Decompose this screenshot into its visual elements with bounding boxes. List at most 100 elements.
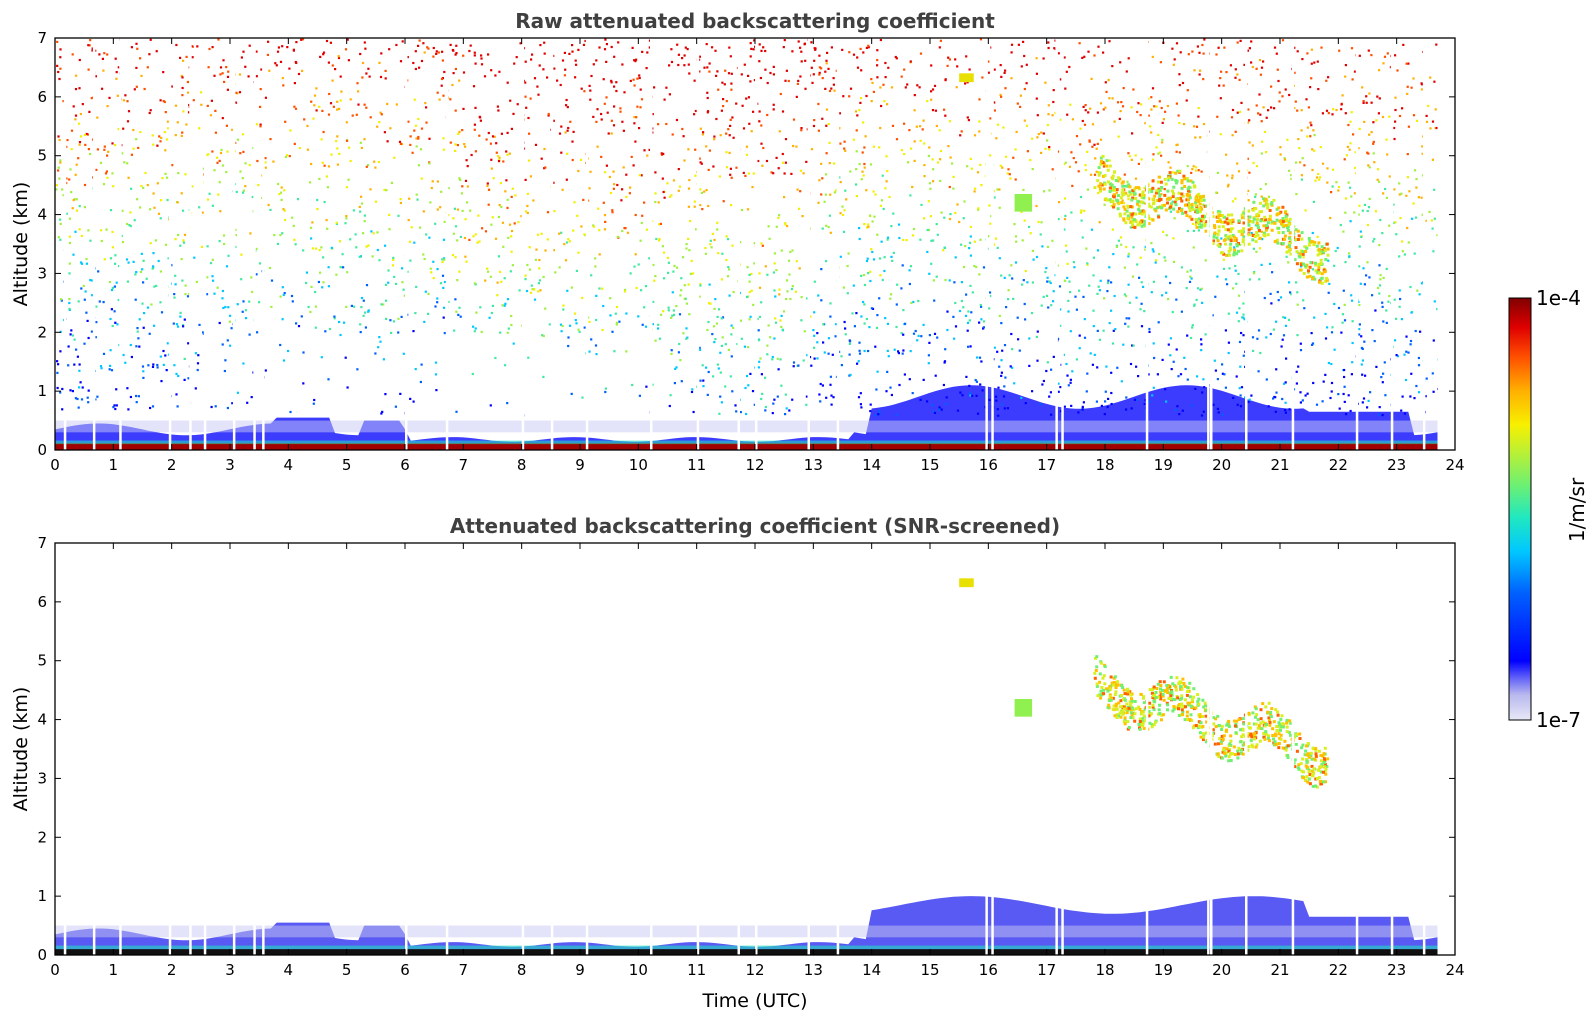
noise-pixel: [1169, 210, 1172, 213]
noise-pixel: [706, 66, 709, 69]
noise-pixel: [332, 105, 335, 108]
noise-pixel: [537, 282, 540, 285]
noise-pixel: [639, 106, 642, 109]
noise-pixel: [362, 232, 365, 235]
noise-pixel: [857, 360, 860, 363]
noise-pixel: [159, 301, 162, 304]
noise-pixel: [857, 396, 861, 399]
noise-pixel: [1376, 286, 1380, 290]
noise-pixel: [646, 51, 649, 54]
noise-pixel: [186, 295, 190, 298]
cloud-pixel: [1279, 219, 1283, 223]
noise-pixel: [677, 63, 680, 67]
cloud-pixel: [1265, 199, 1269, 203]
noise-pixel: [1171, 47, 1174, 50]
noise-pixel: [415, 193, 418, 196]
noise-pixel: [1010, 51, 1013, 54]
noise-pixel: [1248, 398, 1251, 401]
noise-pixel: [1120, 243, 1123, 246]
noise-pixel: [369, 116, 372, 119]
noise-pixel: [1250, 61, 1253, 64]
noise-pixel: [221, 164, 225, 167]
noise-pixel: [78, 228, 81, 231]
noise-pixel: [725, 166, 729, 169]
noise-pixel: [942, 383, 945, 387]
cloud-pixel: [1288, 245, 1291, 248]
noise-pixel: [999, 64, 1002, 67]
noise-pixel: [1248, 278, 1251, 281]
noise-pixel: [338, 152, 341, 155]
noise-pixel: [953, 337, 956, 340]
noise-pixel: [1169, 166, 1172, 169]
noise-pixel: [423, 257, 426, 261]
cloud-pixel: [1147, 217, 1151, 220]
noise-pixel: [1158, 253, 1161, 256]
noise-pixel: [870, 307, 873, 310]
noise-pixel: [879, 126, 882, 130]
cloud-pixel: [1220, 251, 1224, 255]
noise-pixel: [200, 245, 203, 248]
noise-pixel: [1251, 336, 1255, 339]
noise-pixel: [829, 193, 832, 196]
noise-pixel: [750, 130, 753, 133]
noise-pixel: [968, 247, 971, 250]
noise-pixel: [795, 145, 798, 148]
noise-pixel: [59, 222, 62, 225]
noise-pixel: [70, 191, 73, 194]
noise-pixel: [699, 284, 702, 287]
noise-pixel: [1087, 111, 1090, 114]
noise-pixel: [1315, 176, 1319, 179]
noise-pixel: [139, 131, 142, 134]
noise-pixel: [1083, 55, 1086, 58]
cloud-pixel: [1185, 177, 1189, 180]
noise-pixel: [1147, 97, 1150, 100]
noise-pixel: [1284, 409, 1287, 412]
noise-pixel: [1358, 303, 1361, 307]
noise-pixel: [574, 76, 577, 79]
noise-pixel: [817, 102, 820, 106]
noise-pixel: [1377, 112, 1380, 115]
noise-pixel: [463, 143, 466, 146]
noise-pixel: [266, 53, 269, 56]
cloud-pixel: [1171, 709, 1175, 713]
noise-pixel: [1250, 232, 1253, 235]
noise-pixel: [1343, 385, 1346, 388]
noise-pixel: [114, 321, 117, 324]
noise-pixel: [1115, 191, 1118, 194]
noise-pixel: [187, 111, 191, 114]
noise-pixel: [1361, 86, 1364, 89]
noise-pixel: [221, 297, 224, 300]
noise-pixel: [567, 336, 570, 339]
noise-pixel: [1395, 354, 1398, 357]
noise-pixel: [935, 275, 938, 278]
noise-pixel: [848, 342, 851, 345]
data-gap: [1390, 38, 1394, 450]
noise-pixel: [1407, 125, 1410, 128]
noise-pixel: [1433, 217, 1436, 220]
noise-pixel: [1350, 373, 1353, 376]
noise-pixel: [975, 380, 978, 383]
noise-pixel: [670, 60, 674, 64]
noise-pixel: [132, 128, 135, 132]
noise-pixel: [148, 53, 151, 56]
noise-pixel: [236, 138, 239, 141]
noise-pixel: [566, 106, 569, 109]
noise-pixel: [381, 410, 384, 413]
noise-pixel: [135, 42, 138, 45]
noise-pixel: [1276, 68, 1279, 71]
noise-pixel: [1257, 329, 1261, 332]
noise-pixel: [1221, 372, 1224, 375]
noise-pixel: [701, 133, 704, 136]
noise-pixel: [1046, 245, 1050, 248]
noise-pixel: [79, 135, 83, 138]
noise-pixel: [454, 149, 457, 152]
noise-pixel: [777, 167, 780, 170]
cloud-pixel: [1126, 204, 1130, 208]
cloud-pixel: [1224, 242, 1227, 246]
noise-pixel: [1330, 191, 1333, 194]
noise-pixel: [473, 128, 476, 131]
noise-pixel: [710, 246, 713, 249]
cloud-pixel: [1267, 701, 1271, 705]
noise-pixel: [469, 209, 472, 212]
noise-pixel: [219, 66, 223, 69]
